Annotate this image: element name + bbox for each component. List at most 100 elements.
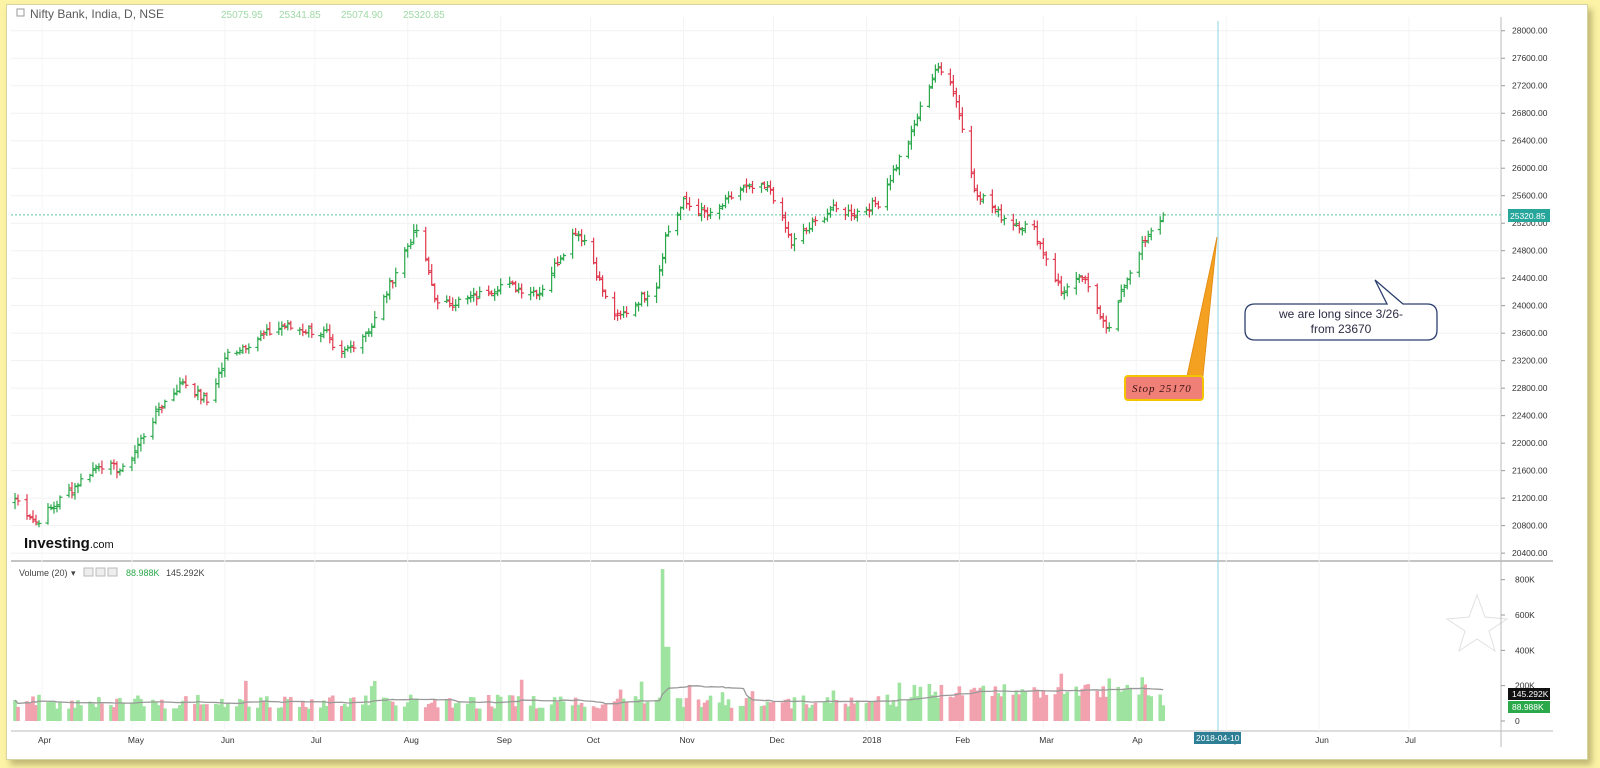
volume-bar — [1125, 684, 1130, 721]
volume-bar — [160, 699, 164, 721]
volume-current-value: 88.988K — [126, 568, 160, 578]
eye-icon[interactable] — [83, 567, 94, 577]
price-tick-label: 28000.00 — [1512, 26, 1548, 36]
volume-bar — [450, 707, 455, 721]
volume-bar — [79, 705, 83, 721]
volume-bar — [867, 701, 872, 721]
volume-bar — [573, 697, 578, 721]
volume-bar — [432, 699, 437, 721]
volume-bar — [133, 698, 137, 721]
volume-bar — [360, 704, 365, 721]
volume-bar — [741, 705, 746, 721]
time-tick-label: Jun — [1315, 735, 1329, 745]
volume-bar — [286, 699, 290, 721]
volume-bar — [561, 701, 566, 721]
volume-bar — [615, 698, 620, 721]
chevron-down-icon[interactable]: ▾ — [71, 568, 76, 578]
volume-bar — [369, 686, 374, 721]
volume-bar — [726, 699, 731, 721]
volume-bar — [852, 703, 857, 721]
volume-bar — [498, 696, 503, 721]
volume-bar — [289, 697, 293, 721]
volume-ma-marker: 145.292K — [1508, 688, 1550, 700]
volume-bar — [855, 700, 860, 721]
volume-bar — [447, 698, 452, 721]
volume-bar — [513, 706, 518, 721]
price-tick-label: 27600.00 — [1512, 53, 1548, 63]
price-panel[interactable] — [11, 17, 1501, 560]
volume-bar — [435, 707, 440, 721]
volume-bar — [235, 706, 239, 721]
callout-bubble — [1244, 279, 1438, 341]
close-icon[interactable] — [107, 567, 118, 577]
volume-bar — [411, 698, 416, 721]
volume-bar — [681, 706, 686, 721]
price-tick-label: 27200.00 — [1512, 81, 1548, 91]
volume-bar — [645, 701, 650, 721]
volume-bar — [582, 706, 587, 721]
time-tick-label: May — [128, 735, 145, 745]
price-axis: 20400.00 20800.00 21200.00 21600.00 22000.00… — [1501, 26, 1548, 558]
volume-bar — [429, 702, 434, 721]
volume-bar — [381, 697, 386, 721]
volume-bar — [537, 707, 542, 721]
volume-bar — [1080, 688, 1085, 721]
volume-bar — [414, 698, 419, 721]
price-tick-label: 24800.00 — [1512, 246, 1548, 256]
volume-bar — [244, 680, 248, 721]
volume-bar — [298, 706, 302, 721]
volume-bar — [999, 696, 1004, 721]
volume-bar — [181, 700, 185, 721]
volume-bar — [1140, 677, 1145, 721]
volume-bar — [223, 707, 227, 721]
volume-bar — [363, 695, 368, 721]
volume-bar — [1044, 694, 1049, 721]
volume-bar — [579, 702, 584, 721]
volume-bar — [933, 691, 938, 721]
volume-bar — [831, 690, 836, 721]
stop-box — [1124, 375, 1204, 401]
volume-bar — [345, 706, 350, 721]
volume-bar — [1095, 690, 1100, 721]
volume-bar — [426, 703, 431, 721]
volume-bar — [280, 707, 284, 721]
time-tick-label: Jun — [221, 735, 235, 745]
volume-ma-line — [14, 685, 1164, 705]
volume-panel[interactable] — [11, 562, 1501, 731]
volume-bar — [804, 704, 809, 721]
volume-bar — [25, 701, 29, 721]
price-tick-label: 26800.00 — [1512, 108, 1548, 118]
price-tick-label: 21200.00 — [1512, 493, 1548, 503]
volume-ma-marker-label: 145.292K — [1512, 689, 1549, 699]
volume-bar — [351, 697, 356, 721]
volume-bar — [1032, 687, 1037, 721]
time-tick-label: Feb — [955, 735, 970, 745]
volume-bar — [1014, 690, 1019, 721]
investing-logo: Investing.com — [24, 535, 114, 552]
volume-bar — [151, 699, 155, 721]
volume-bar — [930, 695, 935, 721]
volume-bar — [1023, 691, 1028, 721]
volume-bar — [657, 697, 662, 721]
volume-bar — [318, 707, 323, 721]
volume-bar — [993, 686, 998, 721]
volume-bar — [894, 706, 899, 721]
volume-bar — [687, 684, 692, 721]
volume-tick-label: 0 — [1515, 716, 1520, 726]
volume-bar — [948, 696, 953, 721]
volume-bar — [969, 689, 974, 721]
time-tick-label: Apr — [38, 735, 51, 745]
collapse-icon[interactable] — [16, 8, 25, 17]
volume-bar — [744, 698, 749, 721]
volume-title: Volume (20) — [19, 568, 68, 578]
volume-bar — [1137, 694, 1142, 721]
volume-bar — [456, 702, 461, 721]
volume-bar — [1083, 684, 1088, 721]
volume-bar — [789, 708, 794, 721]
settings-icon[interactable] — [95, 567, 106, 577]
volume-bar — [558, 696, 563, 721]
time-tick-label: Jul — [311, 735, 322, 745]
volume-bar — [591, 706, 596, 721]
volume-bar — [729, 707, 734, 721]
volume-bar — [780, 702, 785, 721]
